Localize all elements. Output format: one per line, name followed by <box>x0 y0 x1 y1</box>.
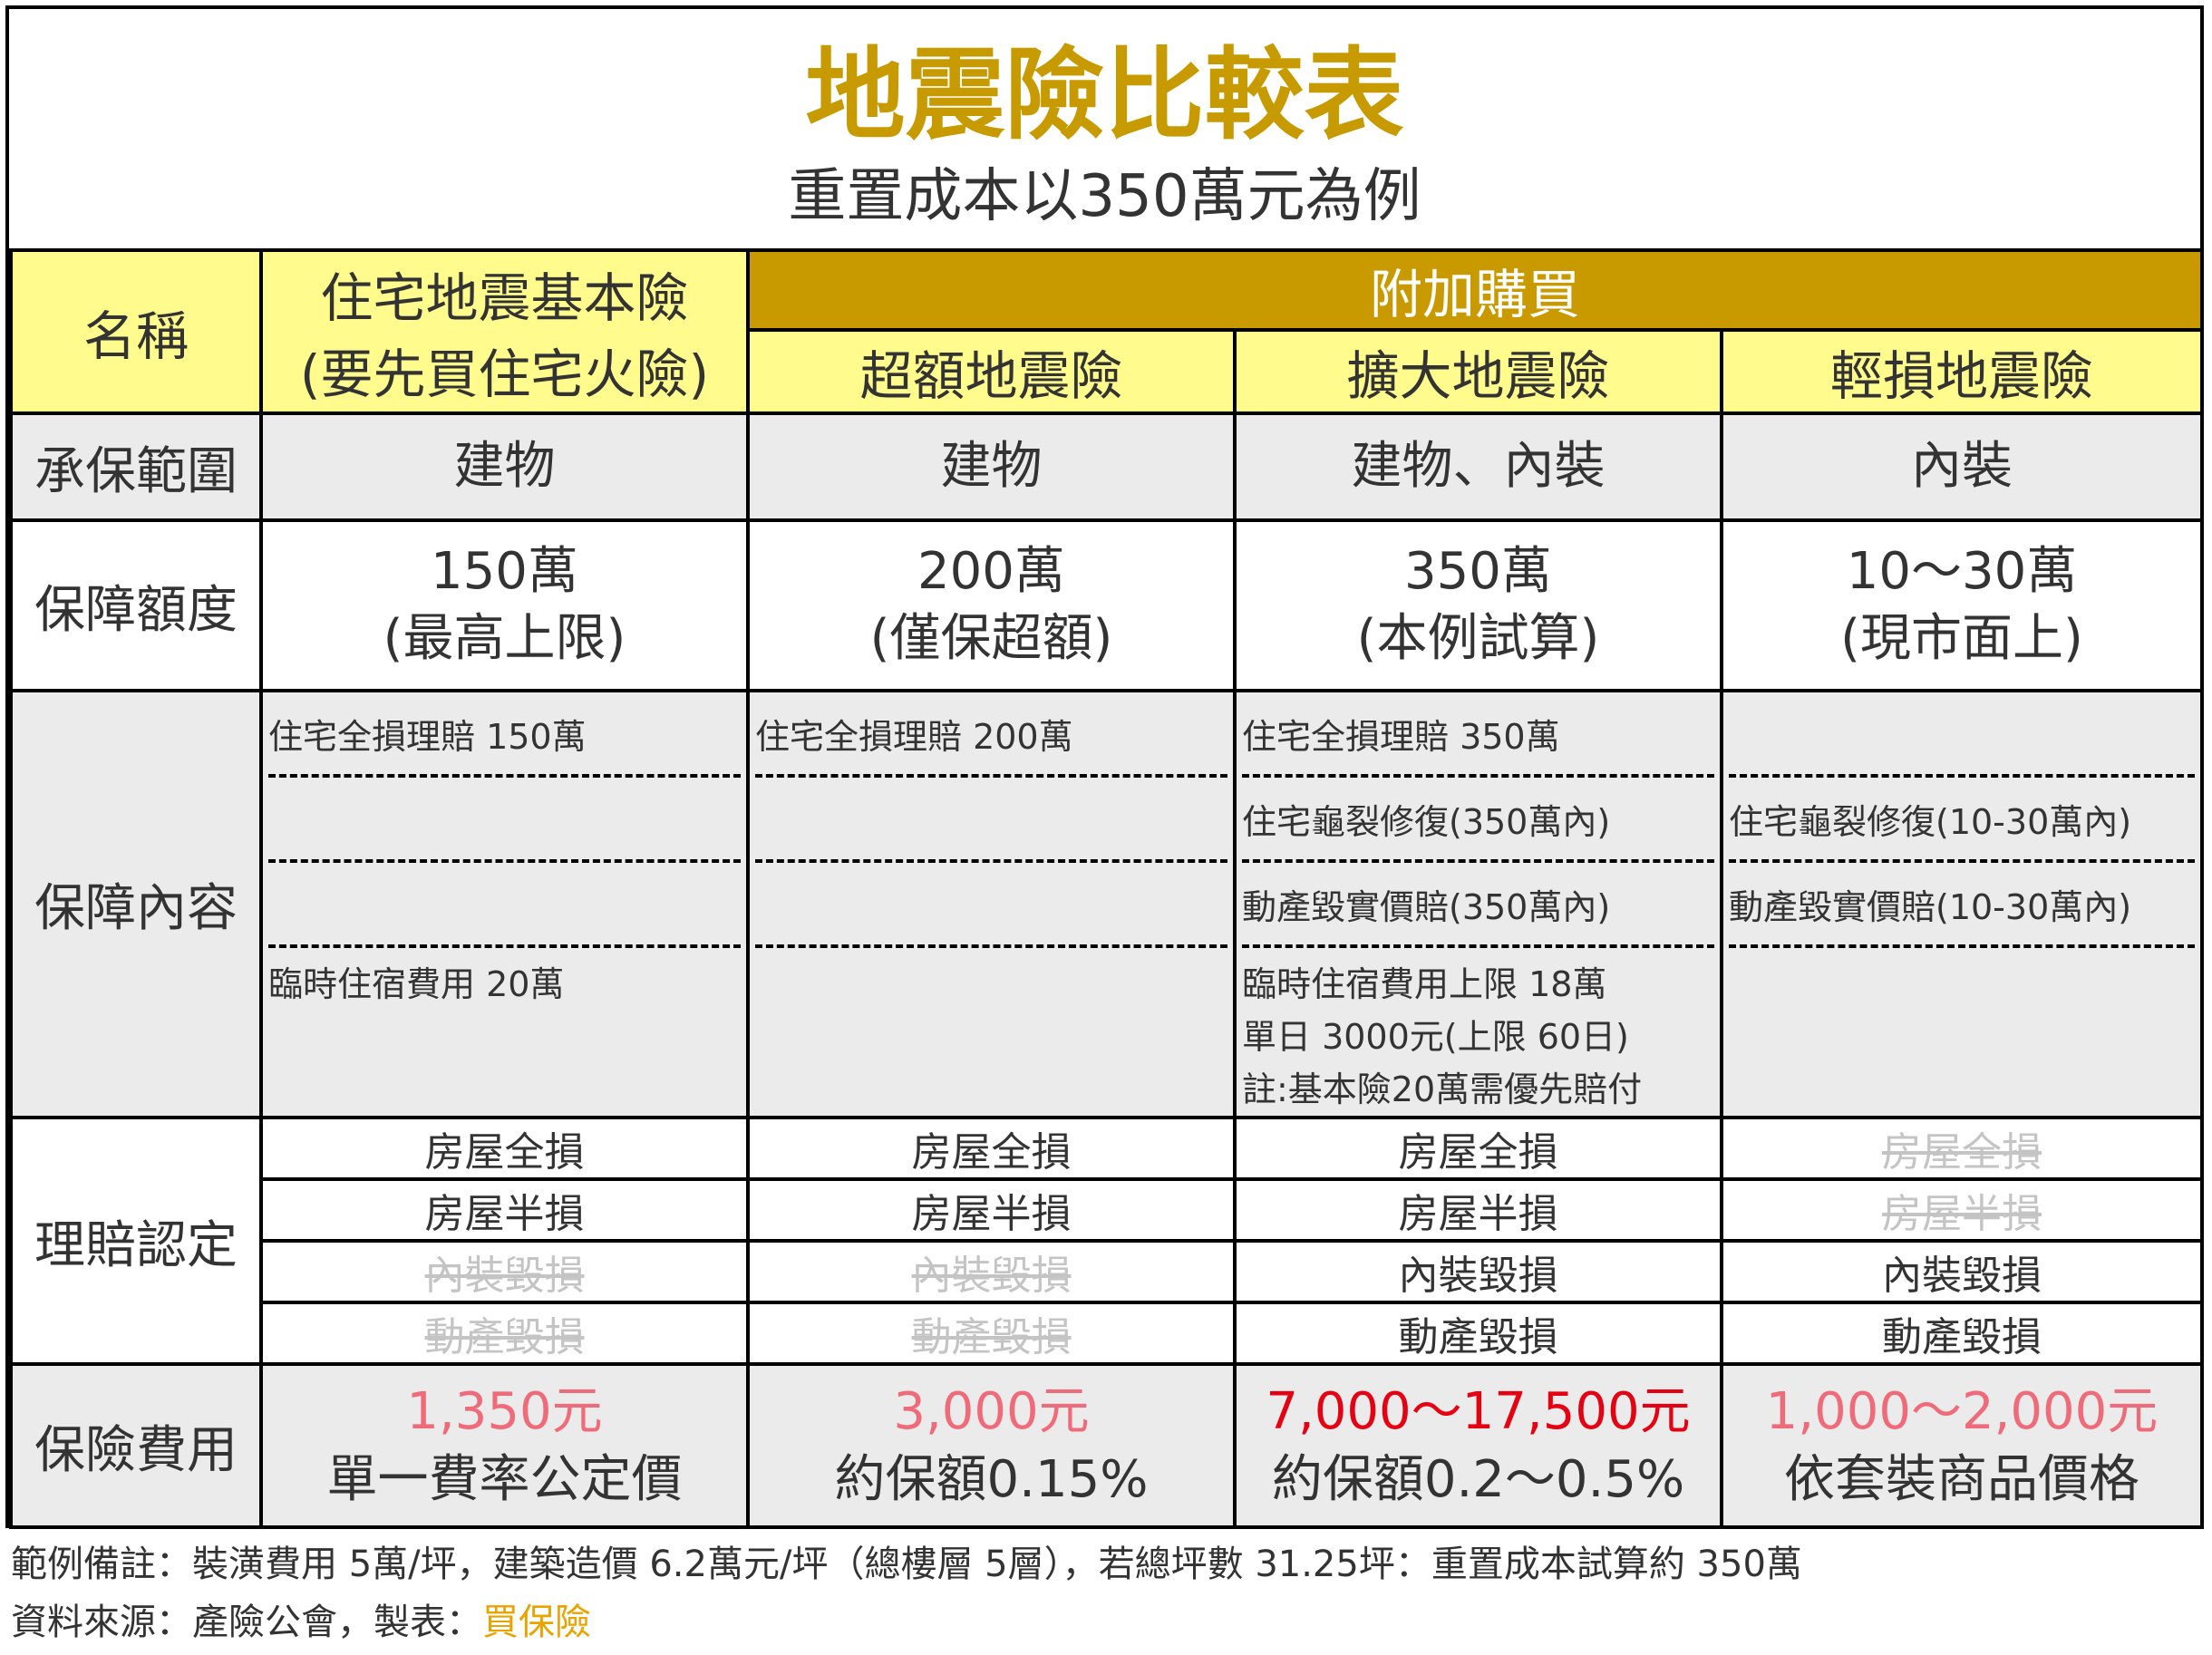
limit-note: (現市面上) <box>1840 609 2083 668</box>
coverage-cell: 住宅全損理賠 200萬 <box>746 688 1237 1120</box>
coverage-cell: 住宅全損理賠 350萬 住宅龜裂修復(350萬內) 動產毀實價賠(350萬內) … <box>1233 688 1723 1120</box>
premium-cell: 7,000～17,500元 約保額0.2～0.5% <box>1233 1362 1723 1530</box>
claim-row: 內裝毀損 內裝毀損 內裝毀損 內裝毀損 <box>11 1239 2204 1305</box>
limit-amount: 350萬 <box>1404 542 1552 602</box>
row-coverage: 保障內容 住宅全損理賠 150萬 臨時住宿費用 20萬 住宅全損理賠 200萬 … <box>9 688 2204 1120</box>
row-label-scope: 承保範圍 <box>9 411 263 522</box>
coverage-line: 住宅龜裂修復(10-30萬內) <box>1729 778 2195 863</box>
limit-amount: 150萬 <box>431 542 578 602</box>
claim-cell: 內裝毀損 <box>1720 1239 2204 1305</box>
limit-note: (本例試算) <box>1356 609 1600 668</box>
coverage-line <box>755 948 1227 959</box>
example-note: 範例備註：裝潢費用 5萬/坪，建築造價 6.2萬元/坪（總樓層 5層），若總坪數… <box>11 1544 1802 1585</box>
limit-cell: 10～30萬 (現市面上) <box>1720 518 2204 692</box>
limit-cell: 150萬 (最高上限) <box>259 518 750 692</box>
source-highlight: 買保險 <box>482 1602 591 1643</box>
scope-cell: 建物 <box>259 411 750 522</box>
header-plan-extended: 擴大地震險 <box>1233 328 1723 415</box>
page-subtitle: 重置成本以350萬元為例 <box>788 163 1421 230</box>
limit-amount: 10～30萬 <box>1846 542 2078 602</box>
row-label-premium: 保險費用 <box>9 1362 263 1530</box>
claim-cell: 房屋半損 <box>1233 1177 1723 1244</box>
premium-price: 1,350元 <box>406 1381 603 1441</box>
claim-row: 理賠認定 房屋全損 房屋全損 房屋全損 房屋全損 <box>9 1116 2204 1367</box>
coverage-line: 臨時住宿費用上限 18萬 單日 3000元(上限 60日) 註:基本險20萬需優… <box>1242 964 1643 1109</box>
claim-cell: 動產毀損 <box>746 1301 1237 1367</box>
limit-cell: 200萬 (僅保超額) <box>746 518 1237 692</box>
claim-row: 房屋半損 房屋半損 房屋半損 房屋半損 <box>11 1177 2204 1244</box>
coverage-line: 住宅全損理賠 150萬 <box>268 692 741 778</box>
coverage-line <box>268 778 741 863</box>
source-note: 資料來源：產險公會，製表：買保險 <box>11 1593 1802 1651</box>
premium-price: 3,000元 <box>893 1381 1090 1441</box>
coverage-cell: 住宅龜裂修復(10-30萬內) 動產毀實價賠(10-30萬內) <box>1720 688 2204 1120</box>
source-prefix: 資料來源：產險公會，製表： <box>11 1602 482 1643</box>
header-basic-line2: (要先買住宅火險) <box>299 344 710 405</box>
claim-cell: 動產毀損 <box>1233 1301 1723 1367</box>
premium-desc: 單一費率公定價 <box>326 1450 683 1510</box>
coverage-line: 住宅龜裂修復(350萬內) <box>1242 778 1714 863</box>
row-label-claims: 理賠認定 <box>9 1116 263 1367</box>
limit-amount: 200萬 <box>917 542 1065 602</box>
footnotes: 範例備註：裝潢費用 5萬/坪，建築造價 6.2萬元/坪（總樓層 5層），若總坪數… <box>11 1535 1802 1651</box>
claim-row: 動產毀損 動產毀損 動產毀損 動產毀損 <box>11 1301 2204 1367</box>
limit-cell: 350萬 (本例試算) <box>1233 518 1723 692</box>
coverage-line <box>755 778 1227 863</box>
premium-desc: 約保額0.2～0.5% <box>1271 1450 1685 1510</box>
claim-cell: 內裝毀損 <box>746 1239 1237 1305</box>
claim-cell: 房屋半損 <box>259 1177 750 1244</box>
premium-desc: 依套裝商品價格 <box>1784 1450 2139 1510</box>
coverage-line <box>1729 948 2195 959</box>
coverage-line <box>1729 692 2195 778</box>
coverage-line: 動產毀實價賠(350萬內) <box>1242 863 1714 948</box>
header-plan-excess: 超額地震險 <box>746 328 1237 415</box>
coverage-cell: 住宅全損理賠 150萬 臨時住宿費用 20萬 <box>259 688 750 1120</box>
header-addon-label: 附加購買 <box>746 248 2204 332</box>
claim-cell: 房屋半損 <box>1720 1177 2204 1244</box>
coverage-line: 臨時住宿費用 20萬 <box>268 964 565 1004</box>
scope-cell: 建物 <box>746 411 1237 522</box>
coverage-line: 動產毀實價賠(10-30萬內) <box>1729 863 2195 948</box>
coverage-line: 住宅全損理賠 200萬 <box>755 692 1227 778</box>
header-basic-line1: 住宅地震基本險 <box>320 267 689 329</box>
coverage-line: 住宅全損理賠 350萬 <box>1242 692 1714 778</box>
header-plan-minor: 輕損地震險 <box>1720 328 2204 415</box>
premium-desc: 約保額0.15% <box>834 1450 1149 1510</box>
page-title: 地震險比較表 <box>805 37 1404 153</box>
row-scope: 承保範圍 建物 建物 建物、內裝 內裝 <box>9 411 2204 522</box>
header-name-label: 名稱 <box>9 248 263 415</box>
row-premium: 保險費用 1,350元單一費率公定價 3,000元 約保額0.15% 7,000～… <box>9 1362 2204 1530</box>
header-basic-plan: 住宅地震基本險 (要先買住宅火險) <box>259 248 750 415</box>
claim-cell: 內裝毀損 <box>1233 1239 1723 1305</box>
scope-cell: 建物、內裝 <box>1233 411 1723 522</box>
comparison-card: 地震險比較表 重置成本以350萬元為例 名稱 住宅地震基本險 (要先買住宅火險)… <box>5 5 2204 1530</box>
row-label-limit: 保障額度 <box>9 518 263 692</box>
claim-cell: 動產毀損 <box>1720 1301 2204 1367</box>
claim-cell: 內裝毀損 <box>259 1239 750 1305</box>
limit-note: (最高上限) <box>383 609 626 668</box>
premium-cell: 1,000～2,000元 依套裝商品價格 <box>1720 1362 2204 1530</box>
row-label-coverage: 保障內容 <box>9 688 263 1120</box>
comparison-table: 名稱 住宅地震基本險 (要先買住宅火險) 附加購買 超額地震險 擴大地震險 輕損… <box>9 248 2204 1530</box>
claim-cell: 房屋全損 <box>746 1116 1237 1182</box>
claim-cell: 房屋全損 <box>1233 1116 1723 1182</box>
claim-cell: 動產毀損 <box>259 1301 750 1367</box>
claim-cell: 房屋全損 <box>1720 1116 2204 1182</box>
scope-cell: 內裝 <box>1720 411 2204 522</box>
claim-cell: 房屋半損 <box>746 1177 1237 1244</box>
claim-cell: 房屋全損 <box>259 1116 750 1182</box>
coverage-line <box>268 863 741 948</box>
row-limit: 保障額度 150萬 (最高上限) 200萬 (僅保超額) 350萬 (本例試算) 10… <box>9 518 2204 692</box>
coverage-line <box>755 863 1227 948</box>
limit-note: (僅保超額) <box>869 609 1113 668</box>
premium-price: 1,000～2,000元 <box>1765 1381 2159 1441</box>
premium-cell: 1,350元單一費率公定價 <box>259 1362 750 1530</box>
premium-price: 7,000～17,500元 <box>1266 1381 1691 1441</box>
premium-cell: 3,000元 約保額0.15% <box>746 1362 1237 1530</box>
